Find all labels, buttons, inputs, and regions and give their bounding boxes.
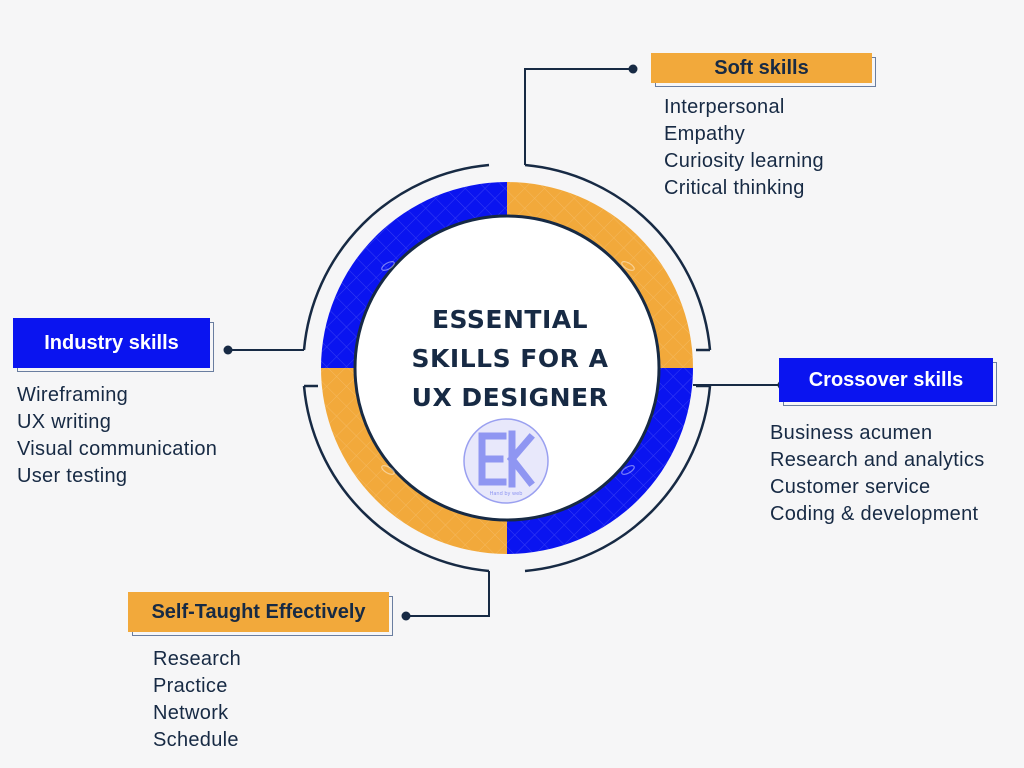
self-taught-tag: Self-Taught Effectively [128, 592, 393, 636]
list-item: Interpersonal [664, 96, 785, 118]
list-item: UX writing [17, 411, 112, 433]
list-item: Schedule [153, 729, 239, 751]
atom-watermark-icons [381, 261, 635, 475]
soft-skills-list: Interpersonal Empathy Curiosity learning… [664, 94, 824, 202]
soft-skills-label: Soft skills [651, 53, 872, 83]
logo-caption: Hand by web [490, 491, 523, 497]
list-item: Network [153, 702, 229, 724]
self-taught-label: Self-Taught Effectively [128, 592, 389, 632]
center-title-line: SKILLS FOR A [411, 344, 609, 373]
industry-skills-list: Wireframing UX writing Visual communicat… [17, 382, 217, 490]
list-item: Practice [153, 675, 228, 697]
connector-soft [524, 68, 632, 165]
list-item: Curiosity learning [664, 150, 824, 172]
list-item: Research [153, 648, 241, 670]
connector-dot-soft [628, 64, 638, 74]
crossover-skills-tag: Crossover skills [779, 358, 997, 406]
list-item: User testing [17, 465, 128, 487]
list-item: Coding & development [770, 503, 979, 525]
connector-dot-self-taught [401, 611, 411, 621]
list-item: Business acumen [770, 422, 933, 444]
center-title-line: ESSENTIAL [431, 305, 589, 334]
list-item: Customer service [770, 476, 931, 498]
list-item: Empathy [664, 123, 746, 145]
list-item: Visual communication [17, 438, 218, 460]
connector-dot-industry [223, 345, 233, 355]
crossover-skills-list: Business acumen Research and analytics C… [770, 420, 985, 528]
industry-skills-label: Industry skills [13, 318, 210, 368]
list-item: Research and analytics [770, 449, 985, 471]
industry-skills-tag: Industry skills [13, 318, 214, 372]
self-taught-list: Research Practice Network Schedule [153, 646, 241, 754]
list-item: Critical thinking [664, 177, 805, 199]
list-item: Wireframing [17, 384, 129, 406]
brand-logo-icon: Hand by web [463, 418, 549, 504]
center-title: ESSENTIAL SKILLS FOR A UX DESIGNER [390, 300, 630, 417]
center-title-line: UX DESIGNER [411, 383, 609, 412]
inner-circle [353, 214, 661, 522]
crossover-skills-label: Crossover skills [779, 358, 993, 402]
soft-skills-tag: Soft skills [651, 53, 876, 87]
connector-self-taught [407, 571, 490, 617]
